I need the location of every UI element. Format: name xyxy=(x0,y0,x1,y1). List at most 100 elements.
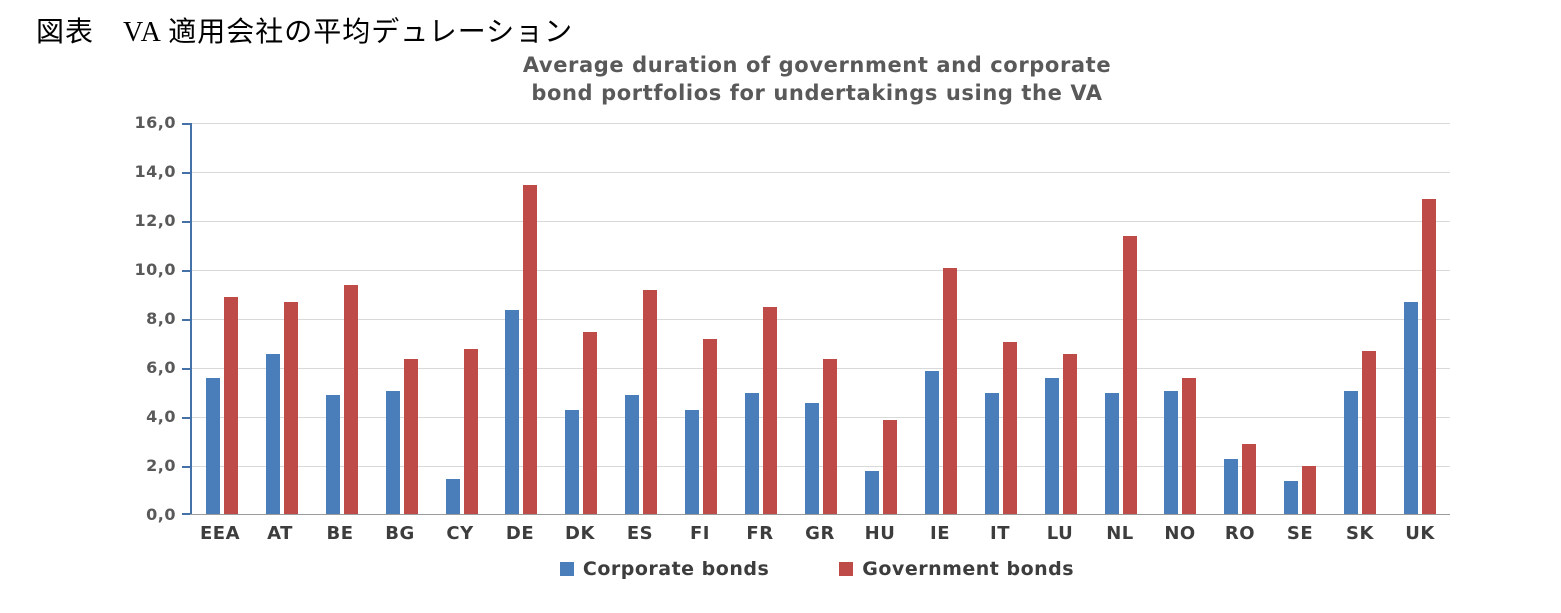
x-axis-label-dk: DK xyxy=(565,523,595,545)
corporate-bonds-bar-se xyxy=(1284,481,1299,516)
y-axis-tick xyxy=(182,466,190,469)
x-axis-line xyxy=(190,514,1450,516)
x-axis-label-es: ES xyxy=(626,523,654,545)
bar-group-uk xyxy=(1390,123,1450,516)
corporate-bonds-bar-lu xyxy=(1044,378,1059,516)
x-axis-label-uk: UK xyxy=(1405,523,1435,545)
corporate-bonds-bar-dk xyxy=(565,410,580,516)
government-bonds-bar-it xyxy=(1002,341,1017,516)
x-axis-label-at: AT xyxy=(267,523,293,545)
x-axis-label-de: DE xyxy=(505,523,535,545)
gridline xyxy=(190,270,1450,272)
gridline xyxy=(190,319,1450,321)
bar-group-ro xyxy=(1210,123,1270,516)
government-bonds-bar-uk xyxy=(1422,199,1437,516)
government-bonds-bar-cy xyxy=(463,348,478,516)
legend-swatch-icon xyxy=(839,562,854,577)
bar-group-it xyxy=(971,123,1031,516)
bar-group-de xyxy=(492,123,552,516)
gridline xyxy=(190,466,1450,468)
y-axis-tick xyxy=(182,221,190,224)
corporate-bonds-bar-eea xyxy=(205,378,220,516)
legend-label: Corporate bonds xyxy=(582,558,770,581)
x-axis-label-sk: SK xyxy=(1346,523,1374,545)
bar-group-nl xyxy=(1091,123,1151,516)
corporate-bonds-bar-be xyxy=(325,395,340,516)
gridline xyxy=(190,417,1450,419)
x-axis-label-hu: HU xyxy=(864,523,896,545)
y-axis-tick xyxy=(182,123,190,126)
government-bonds-bar-hu xyxy=(882,419,897,516)
y-axis-tick xyxy=(182,319,190,322)
x-axis-labels: EEA AT BE BG CY DE DK ES FI FR GR HU IE IT LU NL NO RO SE S… xyxy=(190,523,1450,544)
bar-group-at xyxy=(252,123,312,516)
corporate-bonds-bar-at xyxy=(265,353,280,516)
y-axis-tick-label: 2,0 xyxy=(146,456,176,476)
government-bonds-bar-ro xyxy=(1242,444,1257,516)
gridline xyxy=(190,123,1450,125)
x-axis-row: EEA AT BE BG CY DE DK ES FI FR GR HU IE IT LU NL NO RO SE S… xyxy=(120,523,1450,544)
government-bonds-bar-es xyxy=(643,290,658,516)
bar-group-eea xyxy=(192,123,252,516)
corporate-bonds-bar-fi xyxy=(685,410,700,516)
y-axis-tick-label: 14,0 xyxy=(134,162,176,182)
government-bonds-bar-sk xyxy=(1362,351,1377,516)
y-axis-tick-label: 0,0 xyxy=(146,505,176,525)
bar-group-hu xyxy=(851,123,911,516)
x-axis-label-gr: GR xyxy=(805,523,835,545)
corporate-bonds-bar-cy xyxy=(445,478,460,516)
bar-group-se xyxy=(1270,123,1330,516)
x-axis-label-cy: CY xyxy=(446,523,474,545)
x-axis-label-be: BE xyxy=(326,523,354,545)
x-axis-label-bg: BG xyxy=(385,523,415,545)
figure-caption-jp: 図表 VA 適用会社の平均デュレーション xyxy=(36,17,574,48)
bar-group-cy xyxy=(432,123,492,516)
x-axis-label-eea: EEA xyxy=(199,523,241,545)
bar-group-lu xyxy=(1031,123,1091,516)
government-bonds-bar-nl xyxy=(1122,236,1137,516)
corporate-bonds-bar-de xyxy=(505,309,520,516)
x-axis-label-nl: NL xyxy=(1106,523,1134,545)
x-axis-label-it: IT xyxy=(990,523,1010,545)
bar-group-sk xyxy=(1330,123,1390,516)
y-axis-tick xyxy=(182,417,190,420)
plot-row: 0,0 2,0 4,0 6,0 8,0 10,0 12,0 14,0 16,0 xyxy=(120,113,1450,524)
corporate-bonds-bar-es xyxy=(625,395,640,516)
corporate-bonds-bar-nl xyxy=(1104,392,1119,516)
bar-group-fr xyxy=(731,123,791,516)
x-axis-label-se: SE xyxy=(1286,523,1314,545)
y-axis-tick-label: 12,0 xyxy=(134,211,176,231)
government-bonds-bar-de xyxy=(523,184,538,516)
legend: Corporate bonds Government bonds xyxy=(184,558,1450,580)
gridline xyxy=(190,221,1450,223)
government-bonds-bar-fi xyxy=(703,339,718,516)
bar-group-ie xyxy=(911,123,971,516)
legend-item-corporate-bonds: Corporate bonds xyxy=(559,558,770,581)
y-axis-tick-label: 10,0 xyxy=(134,260,176,280)
chart-title: Average duration of government and corpo… xyxy=(184,52,1450,107)
y-axis-tick-label: 6,0 xyxy=(146,358,176,378)
corporate-bonds-bar-no xyxy=(1164,390,1179,516)
gridline xyxy=(190,172,1450,174)
x-axis-label-fi: FI xyxy=(690,523,710,545)
government-bonds-bar-ie xyxy=(942,268,957,516)
y-axis-tick xyxy=(182,368,190,371)
government-bonds-bar-dk xyxy=(583,331,598,516)
x-axis-label-lu: LU xyxy=(1046,523,1074,545)
government-bonds-bar-se xyxy=(1302,466,1317,516)
government-bonds-bar-bg xyxy=(403,358,418,516)
corporate-bonds-bar-hu xyxy=(864,471,879,516)
y-axis-labels: 0,0 2,0 4,0 6,0 8,0 10,0 12,0 14,0 16,0 xyxy=(120,113,190,524)
corporate-bonds-bar-ie xyxy=(924,370,939,516)
bar-group-gr xyxy=(791,123,851,516)
legend-swatch-icon xyxy=(559,562,574,577)
chart-title-line2: bond portfolios for undertakings using t… xyxy=(531,80,1103,105)
bar-group-es xyxy=(611,123,671,516)
y-axis-tick-label: 4,0 xyxy=(146,407,176,427)
government-bonds-bar-eea xyxy=(223,297,238,516)
legend-label: Government bonds xyxy=(862,558,1075,581)
corporate-bonds-bar-fr xyxy=(745,392,760,516)
x-axis-label-no: NO xyxy=(1164,523,1196,545)
government-bonds-bar-at xyxy=(283,302,298,516)
